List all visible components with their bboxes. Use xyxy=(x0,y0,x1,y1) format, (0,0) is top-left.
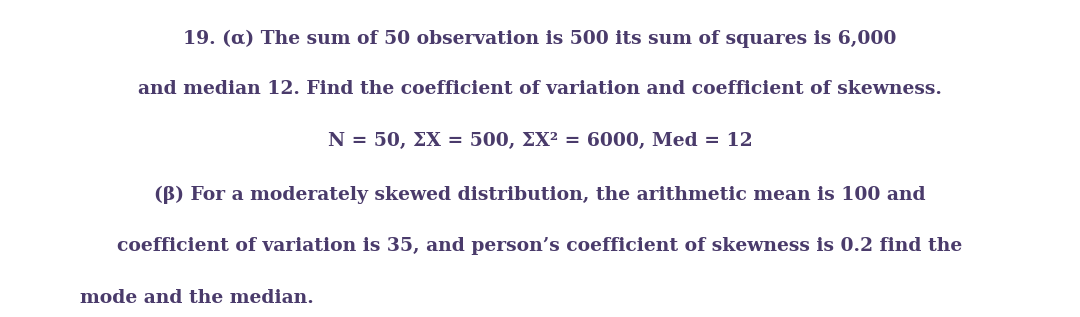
Text: and median 12. Find the coefficient of variation and coefficient of skewness.: and median 12. Find the coefficient of v… xyxy=(138,81,942,98)
Text: (β) For a moderately skewed distribution, the arithmetic mean is 100 and: (β) For a moderately skewed distribution… xyxy=(154,185,926,204)
Text: N = 50, ΣX = 500, ΣX² = 6000, Med = 12: N = 50, ΣX = 500, ΣX² = 6000, Med = 12 xyxy=(327,132,753,150)
Text: coefficient of variation is 35, and person’s coefficient of skewness is 0.2 find: coefficient of variation is 35, and pers… xyxy=(118,237,962,256)
Text: 19. (α) The sum of 50 observation is 500 its sum of squares is 6,000: 19. (α) The sum of 50 observation is 500… xyxy=(184,30,896,48)
Text: mode and the median.: mode and the median. xyxy=(80,289,314,307)
